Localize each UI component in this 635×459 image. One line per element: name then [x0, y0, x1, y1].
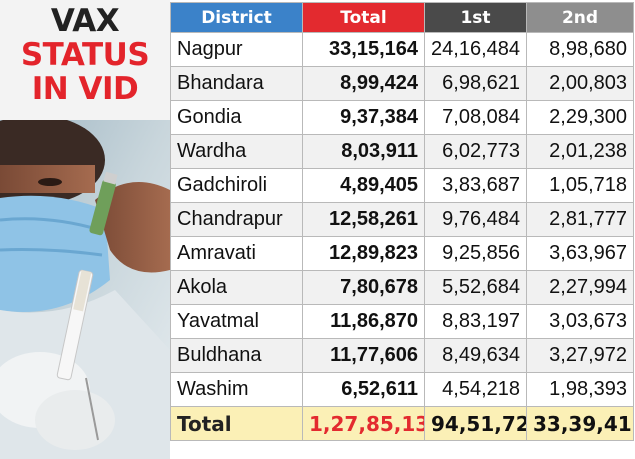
district-cell: Gadchiroli [170, 168, 303, 203]
vaccination-photo [0, 120, 170, 459]
table-row: Buldhana 11,77,606 8,49,634 3,27,972 [170, 338, 634, 373]
table-row: Gadchiroli 4,89,405 3,83,687 1,05,718 [170, 168, 634, 203]
headline-line-2: STATUS [20, 37, 150, 73]
second-dose-cell: 2,29,300 [526, 100, 634, 135]
first-dose-cell: 7,08,084 [424, 100, 527, 135]
first-dose-cell: 3,83,687 [424, 168, 527, 203]
second-dose-cell: 3,63,967 [526, 236, 634, 271]
second-dose-cell: 3,27,972 [526, 338, 634, 373]
district-cell: Chandrapur [170, 202, 303, 237]
grand-first-dose-cell: 94,51,722 [424, 406, 527, 441]
district-cell: Amravati [170, 236, 303, 271]
total-cell: 12,89,823 [302, 236, 425, 271]
district-cell: Buldhana [170, 338, 303, 373]
total-row: Total 1,27,85,137 94,51,722 33,39,415 [170, 406, 634, 441]
first-dose-cell: 6,98,621 [424, 66, 527, 101]
table-row: Wardha 8,03,911 6,02,773 2,01,238 [170, 134, 634, 169]
table-row: Akola 7,80,678 5,52,684 2,27,994 [170, 270, 634, 305]
total-cell: 6,52,611 [302, 372, 425, 407]
district-cell: Yavatmal [170, 304, 303, 339]
table-row: Bhandara 8,99,424 6,98,621 2,00,803 [170, 66, 634, 101]
first-dose-cell: 8,49,634 [424, 338, 527, 373]
table-row: Yavatmal 11,86,870 8,83,197 3,03,673 [170, 304, 634, 339]
table-row: Amravati 12,89,823 9,25,856 3,63,967 [170, 236, 634, 271]
second-dose-cell: 8,98,680 [526, 32, 634, 67]
district-cell: Wardha [170, 134, 303, 169]
first-dose-cell: 6,02,773 [424, 134, 527, 169]
headline: VAX STATUS IN VID [0, 4, 170, 106]
total-row-label: Total [170, 406, 303, 441]
district-cell: Akola [170, 270, 303, 305]
first-dose-cell: 4,54,218 [424, 372, 527, 407]
column-header-district: District [170, 2, 303, 33]
vaccination-photo-icon [0, 120, 170, 459]
first-dose-cell: 9,25,856 [424, 236, 527, 271]
table-row: Washim 6,52,611 4,54,218 1,98,393 [170, 372, 634, 407]
first-dose-cell: 5,52,684 [424, 270, 527, 305]
first-dose-cell: 24,16,484 [424, 32, 527, 67]
header-row: District Total 1st 2nd [170, 2, 634, 33]
total-cell: 8,03,911 [302, 134, 425, 169]
district-cell: Nagpur [170, 32, 303, 67]
second-dose-cell: 2,00,803 [526, 66, 634, 101]
column-header-first-dose: 1st [424, 2, 527, 33]
district-cell: Gondia [170, 100, 303, 135]
second-dose-cell: 3,03,673 [526, 304, 634, 339]
left-panel: VAX STATUS IN VID [0, 0, 170, 459]
table-row: Nagpur 33,15,164 24,16,484 8,98,680 [170, 32, 634, 67]
total-cell: 4,89,405 [302, 168, 425, 203]
total-cell: 11,77,606 [302, 338, 425, 373]
second-dose-cell: 1,05,718 [526, 168, 634, 203]
headline-line-3: IN VID [31, 71, 139, 107]
second-dose-cell: 2,81,777 [526, 202, 634, 237]
grand-second-dose-cell: 33,39,415 [526, 406, 634, 441]
vax-status-table: District Total 1st 2nd Nagpur 33,15,164 … [170, 2, 634, 441]
total-cell: 11,86,870 [302, 304, 425, 339]
grand-total-cell: 1,27,85,137 [302, 406, 425, 441]
district-cell: Bhandara [170, 66, 303, 101]
total-cell: 12,58,261 [302, 202, 425, 237]
second-dose-cell: 2,27,994 [526, 270, 634, 305]
total-cell: 33,15,164 [302, 32, 425, 67]
table-row: Gondia 9,37,384 7,08,084 2,29,300 [170, 100, 634, 135]
first-dose-cell: 9,76,484 [424, 202, 527, 237]
second-dose-cell: 2,01,238 [526, 134, 634, 169]
table-row: Chandrapur 12,58,261 9,76,484 2,81,777 [170, 202, 634, 237]
total-cell: 7,80,678 [302, 270, 425, 305]
total-cell: 8,99,424 [302, 66, 425, 101]
column-header-total: Total [302, 2, 425, 33]
column-header-second-dose: 2nd [526, 2, 634, 33]
district-cell: Washim [170, 372, 303, 407]
total-cell: 9,37,384 [302, 100, 425, 135]
first-dose-cell: 8,83,197 [424, 304, 527, 339]
headline-line-1: VAX [50, 3, 120, 39]
second-dose-cell: 1,98,393 [526, 372, 634, 407]
